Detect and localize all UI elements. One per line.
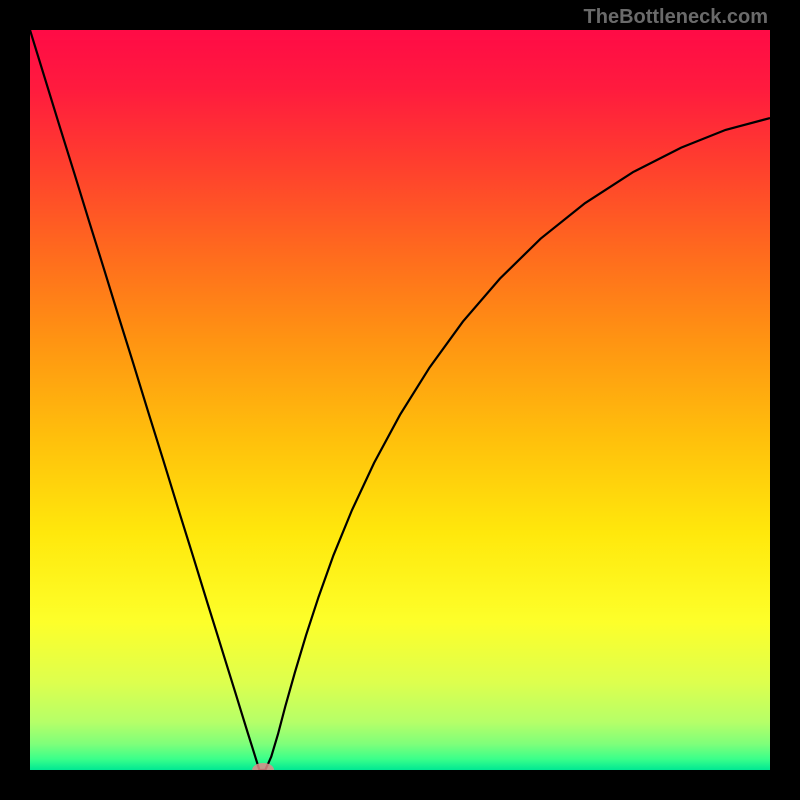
minimum-marker: [252, 763, 274, 770]
chart-frame: TheBottleneck.com: [0, 0, 800, 800]
watermark-text: TheBottleneck.com: [584, 6, 768, 29]
bottleneck-curve: [30, 30, 770, 770]
plot-area: [30, 30, 770, 770]
curve-layer: [30, 30, 770, 770]
